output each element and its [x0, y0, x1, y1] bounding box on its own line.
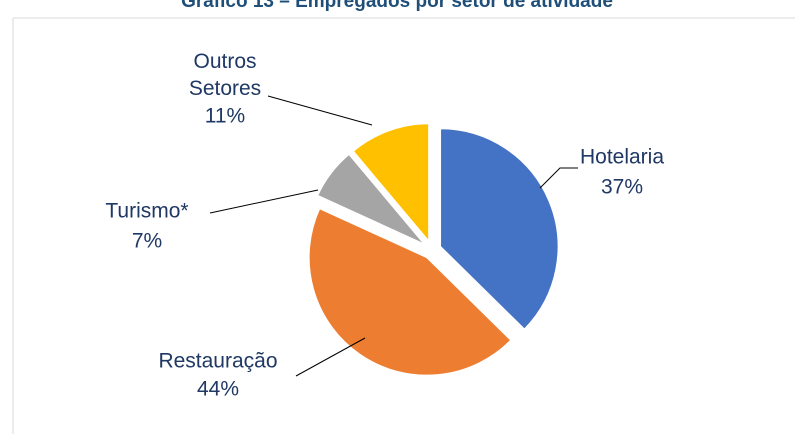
- leader-line: [267, 95, 373, 126]
- leader-line: [209, 189, 319, 214]
- slice-label: Outros Setores: [189, 50, 261, 100]
- slice-value-label: 11%: [205, 105, 245, 128]
- leader-line: [539, 167, 578, 189]
- pie-slice: [352, 122, 430, 244]
- slice-label: Hotelaria: [580, 146, 664, 169]
- slice-label: Turismo*: [105, 200, 188, 223]
- slice-value-label: 44%: [197, 378, 239, 401]
- slice-value-label: 7%: [132, 230, 162, 253]
- pie-slice: [439, 127, 560, 331]
- pie-slice: [316, 153, 426, 246]
- chart-title: Gráfico 13 – Empregados por setor de ati…: [181, 0, 613, 12]
- pie-slice: [308, 207, 513, 377]
- slice-label: Restauração: [158, 350, 277, 373]
- leader-line: [295, 337, 366, 377]
- slice-value-label: 37%: [601, 176, 643, 199]
